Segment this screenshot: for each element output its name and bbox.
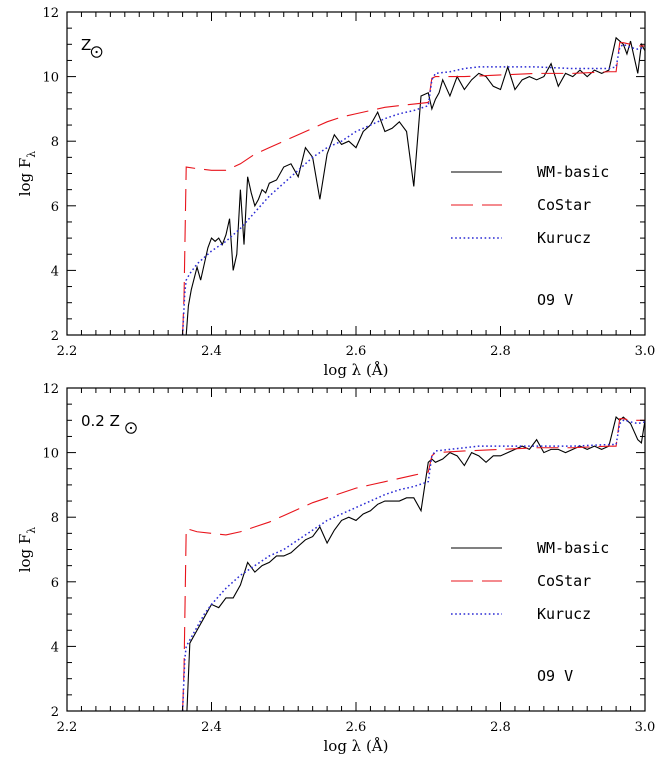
x-tick-label: 2.2 <box>57 344 78 359</box>
x-tick-label: 2.4 <box>201 344 222 359</box>
y-tick-label: 12 <box>42 6 59 21</box>
x-tick-label: 2.8 <box>490 344 511 359</box>
legend-label: WM-basic <box>537 539 609 557</box>
metallicity-label: 0.2 Z <box>81 412 120 430</box>
sun-symbol-icon <box>90 46 103 58</box>
sun-symbol-dot <box>95 50 98 54</box>
series-line-costar <box>182 42 645 335</box>
x-tick-label: 2.6 <box>346 344 367 359</box>
y-tick-label: 12 <box>42 382 59 397</box>
x-tick-label: 2.8 <box>490 720 511 735</box>
metallicity-label: Z <box>81 36 91 54</box>
legend-label: CoStar <box>537 572 591 590</box>
series-line-wm-basic <box>185 36 645 335</box>
y-tick-label: 4 <box>51 264 59 279</box>
metallicity-symbol: Z <box>81 36 91 54</box>
metallicity-prefix: 0.2 <box>81 412 110 430</box>
legend-label: CoStar <box>537 196 591 214</box>
y-axis-label-subscript: λ <box>25 527 38 534</box>
y-axis-label-main: log F <box>16 158 34 197</box>
y-axis-label: log Fλ <box>16 151 38 197</box>
y-tick-label: 8 <box>51 511 59 526</box>
y-axis-label-main: log F <box>16 534 34 573</box>
y-tick-label: 6 <box>51 200 59 215</box>
legend-label: Kurucz <box>537 229 591 247</box>
x-axis-label: log λ (Å) <box>323 737 388 755</box>
x-tick-label: 2.4 <box>201 720 222 735</box>
x-tick-label: 3.0 <box>635 344 656 359</box>
series-line-costar <box>182 418 645 711</box>
series-line-wm-basic <box>186 416 645 711</box>
y-tick-label: 2 <box>51 329 59 344</box>
chart-panel-1: 2.2 2.4 2.6 2.8 3.0 2 4 6 8 10 12 log λ (Å) log Fλ WM… <box>16 6 655 379</box>
x-tick-label: 2.6 <box>346 720 367 735</box>
spectral-type-label: O9 V <box>537 667 573 685</box>
y-tick-label: 2 <box>51 705 59 720</box>
chart-panel-2: 2.2 2.4 2.6 2.8 3.0 2 4 6 8 10 12 log λ (Å) log Fλ WM… <box>16 382 655 755</box>
metallicity-symbol: Z <box>110 412 120 430</box>
y-tick-label: 10 <box>42 447 59 462</box>
y-tick-label: 6 <box>51 576 59 591</box>
series-line-kurucz <box>181 43 645 335</box>
sun-symbol-dot <box>129 426 133 430</box>
series-line-kurucz <box>181 419 645 711</box>
y-tick-label: 10 <box>42 71 59 86</box>
y-axis-label-subscript: λ <box>25 151 38 158</box>
sun-symbol-icon <box>125 422 137 434</box>
x-tick-label: 2.2 <box>57 720 78 735</box>
y-tick-label: 4 <box>51 640 59 655</box>
spectral-type-label: O9 V <box>537 291 573 309</box>
legend-label: Kurucz <box>537 605 591 623</box>
x-tick-label: 3.0 <box>635 720 656 735</box>
x-axis-label: log λ (Å) <box>323 361 388 379</box>
y-axis-label: log Fλ <box>16 527 38 573</box>
legend-label: WM-basic <box>537 163 609 181</box>
y-tick-label: 8 <box>51 135 59 150</box>
